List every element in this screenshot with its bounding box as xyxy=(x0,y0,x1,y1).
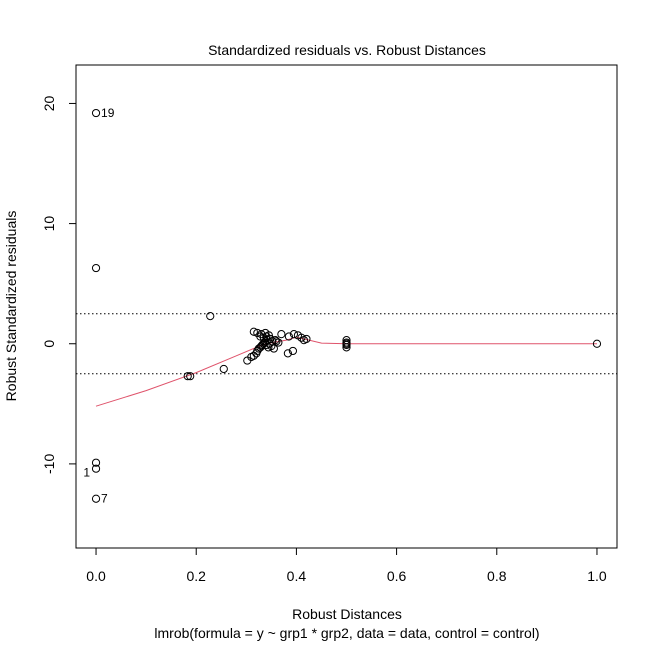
points-group xyxy=(91,108,602,503)
data-point xyxy=(183,372,192,381)
data-point xyxy=(91,458,101,467)
y-tick-label: -10 xyxy=(41,454,57,474)
point-label: 1 xyxy=(83,466,90,480)
data-point xyxy=(277,330,286,339)
data-point xyxy=(283,349,292,358)
data-point xyxy=(342,339,351,348)
x-tick-label: 0.0 xyxy=(86,568,106,584)
x-tick-label: 0.2 xyxy=(186,568,206,584)
data-point xyxy=(342,343,351,352)
data-point xyxy=(219,364,228,374)
data-point xyxy=(284,332,293,341)
data-point xyxy=(269,344,278,353)
chart-subtitle: lmrob(formula = y ~ grp1 * grp2, data = … xyxy=(154,625,539,641)
data-point xyxy=(267,342,276,351)
data-point xyxy=(91,464,101,473)
data-point xyxy=(592,339,602,348)
data-point xyxy=(272,337,281,346)
chart-title: Standardized residuals vs. Robust Distan… xyxy=(208,42,486,58)
data-point xyxy=(297,333,306,342)
data-point xyxy=(274,338,283,347)
data-point xyxy=(259,333,268,342)
y-axis: -10 0 10 20 xyxy=(41,95,77,474)
data-point xyxy=(302,334,311,344)
y-tick-label: 20 xyxy=(41,95,57,111)
x-axis-label: Robust Distances xyxy=(292,606,402,622)
data-point xyxy=(256,332,265,341)
smooth-line-group xyxy=(95,336,597,407)
data-point xyxy=(289,330,299,339)
data-point xyxy=(264,331,273,340)
point-label: 7 xyxy=(101,492,108,506)
smooth-line xyxy=(95,336,597,407)
x-tick-label: 0.8 xyxy=(487,568,507,584)
x-tick-label: 0.6 xyxy=(387,568,407,584)
y-axis-label: Robust Standardized residuals xyxy=(3,211,19,402)
y-tick-label: 0 xyxy=(41,340,57,348)
y-tick-label: 10 xyxy=(41,216,57,232)
data-point xyxy=(91,494,101,503)
data-point xyxy=(249,327,258,336)
data-point xyxy=(91,263,101,273)
data-point xyxy=(288,346,298,356)
x-axis: 0.0 0.2 0.4 0.6 0.8 1.0 xyxy=(86,547,607,584)
plot-frame xyxy=(75,64,618,549)
x-tick-label: 0.4 xyxy=(287,568,307,584)
data-point xyxy=(91,108,101,118)
data-point xyxy=(186,372,195,381)
data-point xyxy=(206,312,215,321)
point-label: 19 xyxy=(101,106,115,120)
x-tick-label: 1.0 xyxy=(587,568,607,584)
